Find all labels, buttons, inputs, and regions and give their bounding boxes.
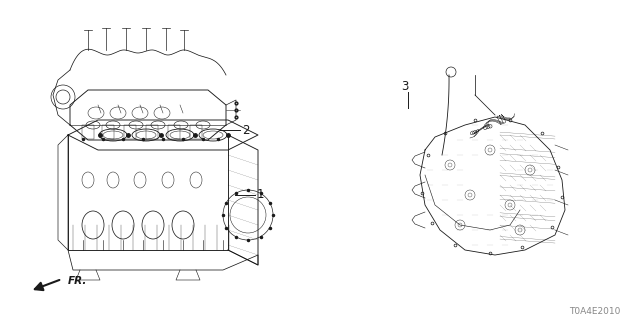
FancyArrowPatch shape	[35, 280, 60, 290]
Text: T0A4E2010: T0A4E2010	[568, 307, 620, 316]
Text: 1: 1	[257, 188, 264, 202]
Text: 3: 3	[401, 81, 408, 93]
Text: FR.: FR.	[68, 276, 88, 286]
Text: 2: 2	[242, 124, 250, 137]
